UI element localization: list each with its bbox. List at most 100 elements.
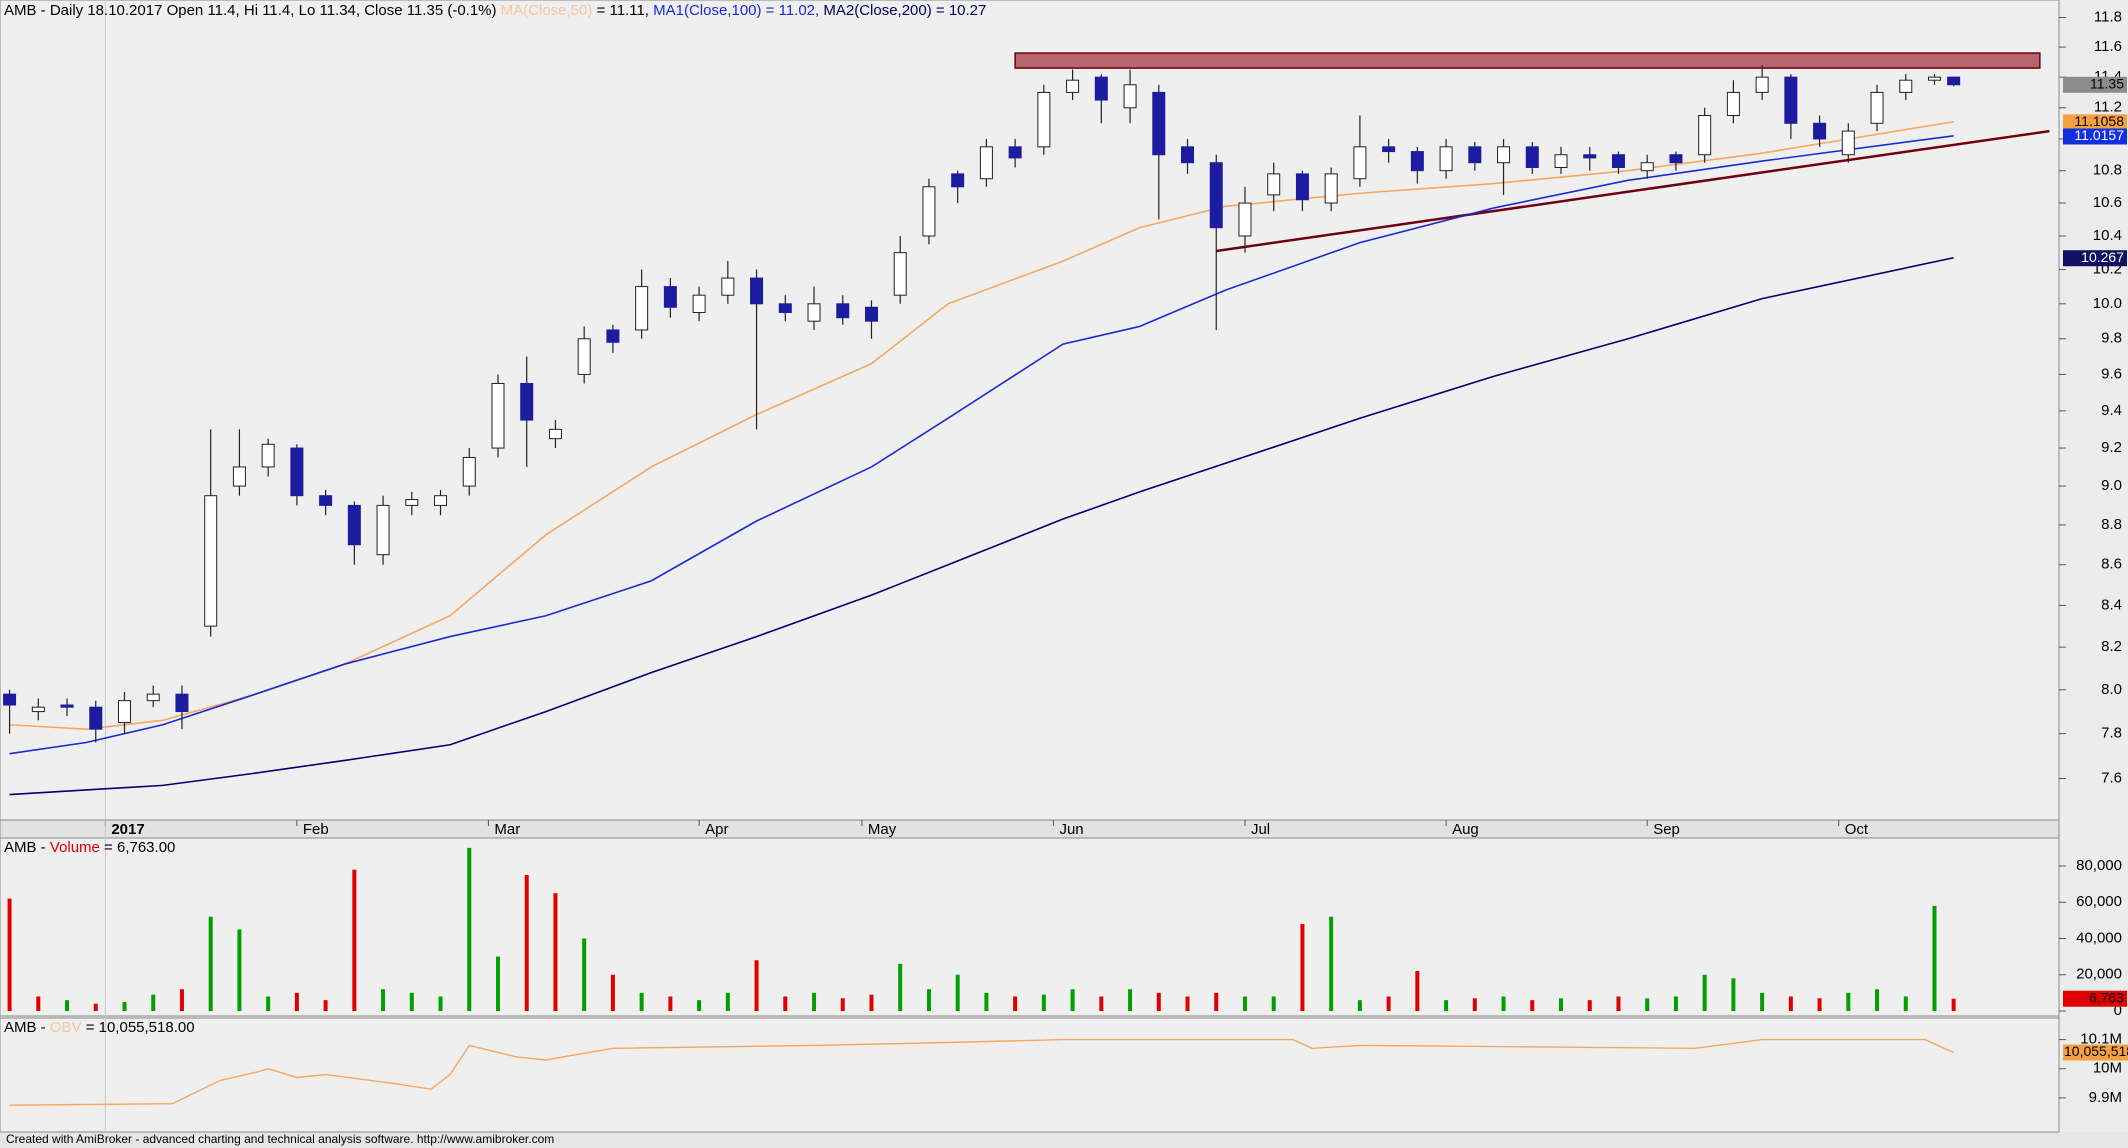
panel-header: AMB - Volume = 6,763.00 xyxy=(4,839,175,856)
volume-bar xyxy=(984,992,989,1011)
y-tick-label: 9.0 xyxy=(2101,477,2122,494)
volume-bar xyxy=(1214,992,1219,1011)
candle-body xyxy=(89,706,103,730)
candle-body xyxy=(1181,146,1195,164)
header-part: = 10,055,518.00 xyxy=(82,1019,195,1036)
candle-body xyxy=(204,495,218,627)
volume-bar xyxy=(409,992,414,1011)
volume-bar xyxy=(1070,989,1075,1011)
candle-body xyxy=(1209,162,1223,229)
value-marker xyxy=(2063,990,2127,1007)
candle-body xyxy=(1669,154,1683,164)
x-tick-label: Aug xyxy=(1452,821,1479,838)
candle-body xyxy=(232,466,246,487)
obv-panel xyxy=(0,1017,2060,1133)
x-tick-label: Sep xyxy=(1653,821,1680,838)
volume-bar xyxy=(553,893,558,1011)
price-marker-label: 10.267 xyxy=(2081,249,2124,265)
candle-body xyxy=(3,693,17,706)
header-part: Volume xyxy=(50,839,100,856)
header-part: = 11.11, xyxy=(592,2,653,19)
candle-body xyxy=(692,294,706,313)
y-tick-label: 9.2 xyxy=(2101,439,2122,456)
volume-bar xyxy=(1099,996,1104,1011)
volume-bar xyxy=(1932,905,1937,1011)
value-marker-label: 6,763 xyxy=(2089,989,2124,1005)
candle-body xyxy=(1698,115,1712,156)
candle-body xyxy=(434,495,448,506)
price-marker xyxy=(2063,114,2127,131)
volume-bar xyxy=(1501,996,1506,1011)
y-tick-label: 10.8 xyxy=(2093,162,2122,179)
candle-body xyxy=(979,146,993,180)
candle-body xyxy=(290,447,304,497)
candle-body xyxy=(146,693,160,702)
volume-bar xyxy=(697,1000,702,1011)
volume-bar xyxy=(1530,1000,1535,1011)
candle-body xyxy=(1813,122,1827,140)
y-tick-label: 8.6 xyxy=(2101,556,2122,573)
candle-body xyxy=(1094,76,1108,101)
value-marker xyxy=(2063,1044,2128,1061)
volume-bar xyxy=(582,938,587,1011)
volume-bar xyxy=(1444,1000,1449,1011)
candle-body xyxy=(405,499,419,506)
volume-bar xyxy=(812,992,817,1011)
volume-bar xyxy=(926,989,931,1011)
volume-bar xyxy=(1673,996,1678,1011)
volume-bar xyxy=(65,1000,70,1011)
candle-body xyxy=(1525,146,1539,168)
candle-body xyxy=(1554,154,1568,168)
panel-header: AMB - OBV = 10,055,518.00 xyxy=(4,1019,195,1036)
candle-body xyxy=(1947,76,1961,86)
candle-body xyxy=(319,495,333,506)
candle-body xyxy=(750,277,764,305)
volume-bar xyxy=(1415,971,1420,1011)
volume-bar xyxy=(955,974,960,1011)
candle-body xyxy=(922,186,936,237)
y-tick-label: 20,000 xyxy=(2076,966,2122,983)
price-marker xyxy=(2063,128,2127,145)
y-tick-label: 10.6 xyxy=(2093,194,2122,211)
volume-bar xyxy=(237,929,242,1011)
candle-body xyxy=(1755,76,1769,93)
volume-bar xyxy=(1329,916,1334,1011)
volume-bar xyxy=(381,989,386,1011)
volume-bar xyxy=(1242,996,1247,1011)
volume-bar xyxy=(869,994,874,1011)
candle-body xyxy=(1439,146,1453,172)
price-marker xyxy=(2063,76,2127,93)
y-tick-label: 8.8 xyxy=(2101,516,2122,533)
candle-body xyxy=(1870,91,1884,124)
candle-body xyxy=(1497,146,1511,164)
volume-bar xyxy=(1185,996,1190,1011)
volume-bar xyxy=(1951,998,1956,1011)
x-tick-label: Jul xyxy=(1251,821,1270,838)
x-tick-label: Feb xyxy=(303,821,329,838)
candle-body xyxy=(1066,79,1080,93)
volume-panel xyxy=(0,837,2060,1017)
y-tick-label: 9.6 xyxy=(2101,365,2122,382)
candle-body xyxy=(1324,173,1338,204)
volume-bar xyxy=(323,1000,328,1011)
candle-body xyxy=(1238,202,1252,237)
candle-body xyxy=(347,504,361,546)
y-tick-label: 10.0 xyxy=(2093,295,2122,312)
candle-body xyxy=(1008,146,1022,159)
candle-body xyxy=(462,456,476,487)
y-tick-label: 10.4 xyxy=(2093,227,2122,244)
volume-bar xyxy=(467,847,472,1011)
candle-body xyxy=(1899,79,1913,93)
candle-body xyxy=(721,277,735,296)
moving-average xyxy=(9,256,1954,796)
volume-bar xyxy=(1271,996,1276,1011)
candle-body xyxy=(1468,146,1482,164)
candle-body xyxy=(807,303,821,322)
x-tick-label: Apr xyxy=(705,821,728,838)
y-tick-label: 60,000 xyxy=(2076,893,2122,910)
volume-bar xyxy=(524,875,529,1011)
volume-bar xyxy=(1616,996,1621,1011)
candle-body xyxy=(1611,154,1625,168)
candle-body xyxy=(1726,91,1740,117)
